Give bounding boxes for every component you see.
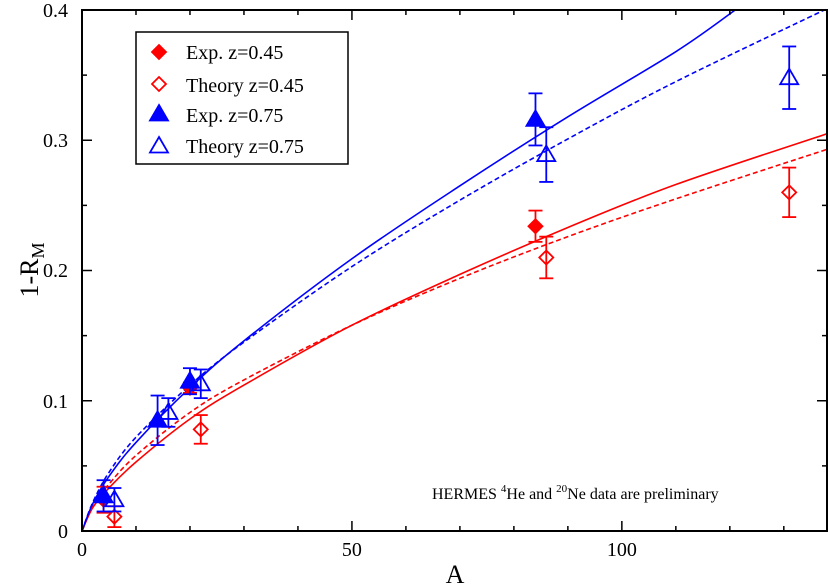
fit-curve-3 xyxy=(82,10,827,531)
point-s1-p1 xyxy=(192,421,210,438)
x-tick-label-0: 0 xyxy=(77,539,87,561)
y-tick-label-2: 0.2 xyxy=(43,260,68,282)
legend-label-theory-z045: Theory z=0.45 xyxy=(186,75,304,97)
note-sup-2: 20 xyxy=(556,483,568,495)
legend-marker-0 xyxy=(150,43,168,61)
point-s1-p2 xyxy=(538,249,555,266)
error-bar-s1-p3 xyxy=(782,166,797,218)
point-s3-p2 xyxy=(190,373,212,392)
preliminary-data-note: HERMES 4He and 20Ne data are preliminary xyxy=(432,483,719,503)
y-tick-label-0: 0 xyxy=(58,521,68,543)
y-tick-label-4: 0.4 xyxy=(43,0,68,22)
axis-ticks xyxy=(81,9,827,532)
error-bar-s3-p3 xyxy=(539,126,554,183)
point-s3-p3 xyxy=(535,143,557,162)
y-tick-label-1: 0.1 xyxy=(43,391,68,413)
note-sup-1: 4 xyxy=(501,483,507,495)
y-axis-title-main: 1-R xyxy=(15,258,44,298)
fit-curve-1 xyxy=(82,148,827,531)
point-s3-p0 xyxy=(103,488,125,508)
point-s0-p2 xyxy=(527,217,544,235)
point-s3-p1 xyxy=(157,401,179,420)
legend-marker-2 xyxy=(148,103,170,122)
point-s3-p4 xyxy=(778,66,800,86)
fit-curve-2 xyxy=(82,10,736,531)
note-part-3: Ne data are preliminary xyxy=(567,486,718,503)
legend-label-exp-z045: Exp. z=0.45 xyxy=(186,42,283,64)
error-bar-s3-p4 xyxy=(782,45,797,110)
y-axis-title: 1-RM xyxy=(15,242,48,297)
legend-label-exp-z075: Exp. z=0.75 xyxy=(186,105,283,127)
error-bar-s1-p1 xyxy=(193,414,208,445)
x-tick-label-2: 100 xyxy=(607,539,637,561)
y-tick-label-3: 0.3 xyxy=(43,130,68,152)
legend-marker-1 xyxy=(150,75,168,93)
legend: Exp. z=0.45 Theory z=0.45 Exp. z=0.75 Th… xyxy=(135,31,349,165)
note-part-2: He and xyxy=(506,486,556,503)
legend-label-theory-z075: Theory z=0.75 xyxy=(186,136,304,158)
fit-curve-0 xyxy=(82,132,827,531)
legend-markers xyxy=(148,43,170,154)
point-s2-p2 xyxy=(179,370,201,389)
point-s2-p3 xyxy=(524,108,547,127)
x-tick-label-1: 50 xyxy=(342,539,362,561)
data-points xyxy=(93,45,800,528)
x-axis-title: A xyxy=(446,560,465,587)
point-s2-p0 xyxy=(93,485,115,504)
point-s1-p0 xyxy=(106,508,123,525)
note-part-1: HERMES xyxy=(432,486,501,503)
legend-box xyxy=(135,31,349,165)
error-bar-s1-p2 xyxy=(539,235,554,280)
y-axis-title-sub: M xyxy=(28,242,48,258)
legend-marker-3 xyxy=(148,135,170,154)
point-s1-p3 xyxy=(780,184,798,201)
